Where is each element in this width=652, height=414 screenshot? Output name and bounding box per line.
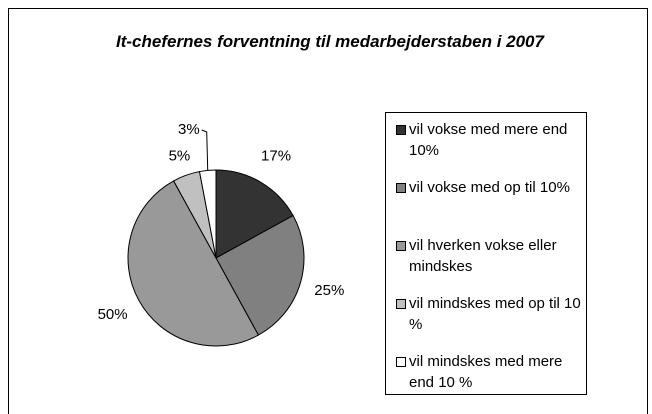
pie-slice xyxy=(127,180,260,347)
legend-label: vil vokse med op til 10% xyxy=(409,179,570,196)
pie-slice xyxy=(198,169,217,259)
legend-item: vil mindskes med op til 10 % xyxy=(396,293,582,351)
chart-title: It-chefernes forventning til medarbejder… xyxy=(116,32,544,51)
legend-item: vil vokse med mere end 10% xyxy=(396,119,582,177)
legend-swatch xyxy=(396,299,406,309)
leader-line xyxy=(201,129,209,171)
chart-frame xyxy=(8,8,648,414)
legend: vil vokse med mere end 10% vil vokse med … xyxy=(385,112,587,395)
data-label: 5% xyxy=(169,147,191,164)
legend-item: vil vokse med op til 10% xyxy=(396,177,582,235)
legend-label: vil vokse med mere end 10% xyxy=(409,121,568,159)
data-label: 50% xyxy=(98,306,128,323)
legend-item: vil hverken vokse eller mindskes xyxy=(396,235,582,293)
data-label: 25% xyxy=(314,282,344,299)
data-label: 3% xyxy=(178,121,200,138)
data-label: 17% xyxy=(261,147,291,164)
pie-slice xyxy=(215,169,294,259)
legend-swatch xyxy=(396,241,406,251)
pie-slice xyxy=(215,214,305,336)
legend-swatch xyxy=(396,357,406,367)
legend-swatch xyxy=(396,125,406,135)
legend-swatch xyxy=(396,183,406,193)
legend-label: vil hverken vokse eller mindskes xyxy=(409,237,557,275)
legend-label: vil mindskes med op til 10 % xyxy=(409,295,581,333)
legend-item: vil mindskes med mere end 10 % xyxy=(396,351,582,409)
legend-label: vil mindskes med mere end 10 % xyxy=(409,353,563,391)
